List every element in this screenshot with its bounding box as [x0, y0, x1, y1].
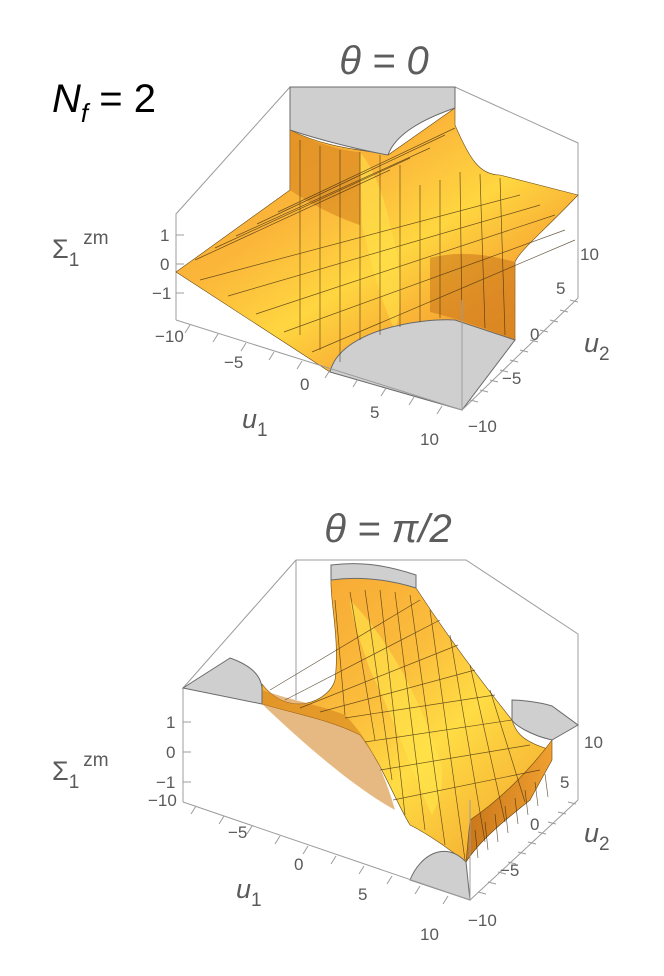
nf-sub: f: [81, 98, 91, 128]
plot2-title: θ = π/2: [324, 507, 451, 551]
plot1-cap-bottom: [329, 319, 516, 411]
plot1-u1-ticks: −10 −5 0 5 10: [155, 324, 443, 449]
plot1-u2-tick: −10: [468, 417, 497, 436]
plot2-u2-tick: −10: [468, 911, 497, 930]
plot1-u1-tick: 0: [300, 375, 309, 394]
plot2-u1-ticks: −10 −5 0 5 10: [148, 791, 449, 944]
plot1-shade-right: [430, 253, 515, 340]
plot1-u2-tick: 0: [530, 325, 539, 344]
nf-main: N: [52, 77, 81, 121]
plot2-u2-tick: 10: [584, 733, 603, 752]
plot1-z-ticks: 1 0 −1: [152, 226, 184, 303]
plot1-z-tick: 0: [160, 255, 169, 274]
plot2-u2-label: u2: [584, 818, 610, 855]
plot1-u2-label: u2: [584, 328, 610, 365]
plot1-u2-tick: 10: [580, 245, 599, 264]
plot2-z-tick: 0: [166, 743, 175, 762]
plot1-shade-top: [290, 130, 360, 225]
plot1-cap-top: [289, 86, 456, 156]
plot2-cliff-ribs: [474, 773, 549, 859]
plot1-box-front: [175, 297, 579, 411]
plot1-u1-tick: −5: [224, 353, 243, 372]
plot2-z-label: Σ1zm: [52, 750, 109, 793]
plot1-u2-ticks: −10 −5 0 5 10: [468, 245, 599, 436]
plot1-u2-tick: −5: [502, 369, 521, 388]
plot2-u1-tick: −5: [228, 823, 247, 842]
plot2-u2-ticks: −10 −5 0 5 10: [468, 733, 603, 930]
plot2-cap-left: [181, 657, 263, 705]
plot2-u1-tick: 10: [420, 925, 439, 944]
plot2-cap-right: [511, 699, 579, 741]
plot2-z-tick: 1: [166, 713, 175, 732]
plot1-grid: [194, 127, 576, 362]
plot2-u2-tick: 5: [560, 773, 569, 792]
plot2-u2-tick: −5: [500, 861, 519, 880]
plot1-title: θ = 0: [339, 39, 429, 83]
plot2-cap-top: [330, 563, 417, 589]
nf-label: Nf = 2: [52, 77, 156, 128]
nf-rest: = 2: [88, 77, 156, 121]
plot1-u2-tick: 5: [556, 279, 565, 298]
plot2-shade-left: [262, 690, 395, 810]
plot-theta-0: θ = 0 −10 −5 0 5: [52, 39, 610, 449]
plot2-u1-tick: 0: [294, 855, 303, 874]
plot1-u1-tick: −10: [155, 327, 184, 346]
plot1-z-tick: −1: [152, 284, 171, 303]
plot1-z-label: Σ1zm: [52, 228, 109, 271]
plot2-z-ticks: 1 0 −1: [156, 713, 191, 792]
plot2-z-tick: −1: [156, 773, 175, 792]
plot2-cap-bottom: [409, 850, 471, 901]
plot2-u1-label: u1: [236, 874, 262, 911]
plot1-u1-label: u1: [242, 404, 268, 441]
plot2-ridge-glow: [350, 600, 443, 815]
plot1-z-tick: 1: [160, 226, 169, 245]
plot2-u2-tick: 0: [530, 815, 539, 834]
plot1-u1-tick: 5: [370, 403, 379, 422]
plot2-grid: [269, 589, 541, 861]
plot2-u1-tick: 5: [358, 885, 367, 904]
plot-theta-pi-half: θ = π/2: [52, 507, 610, 944]
plot2-u1-tick: −10: [148, 791, 177, 810]
plot1-u1-tick: 10: [420, 430, 439, 449]
